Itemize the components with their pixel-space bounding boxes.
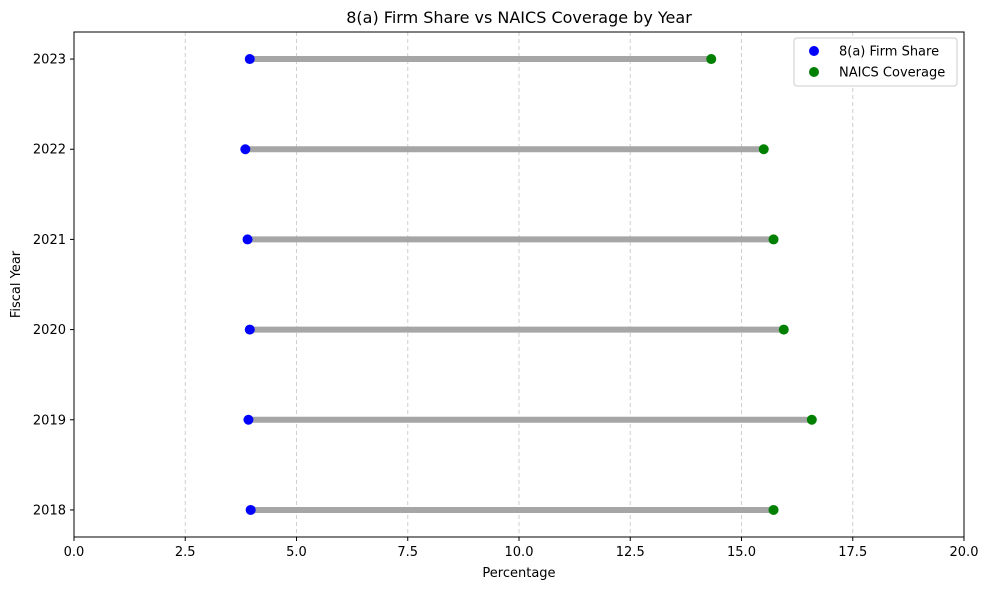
firm-share-point-2023 — [244, 54, 255, 65]
y-axis-title: Fiscal Year — [9, 250, 24, 318]
naics-coverage-point-2021 — [768, 234, 779, 245]
legend-marker — [809, 67, 819, 77]
y-axis: 2018 2019 2020 2021 2022 2023 — [33, 53, 74, 518]
naics-coverage-point-2022 — [758, 144, 769, 155]
chart-title: 8(a) Firm Share vs NAICS Coverage by Yea… — [346, 8, 692, 27]
firm-share-point-2020 — [244, 324, 255, 335]
x-gridlines — [184, 32, 854, 537]
legend-box — [793, 37, 958, 87]
x-tick-label: 20.0 — [950, 545, 979, 560]
y-tick-label: 2018 — [33, 503, 66, 518]
naics-coverage-point-2018 — [768, 504, 779, 515]
x-tick-label: 7.5 — [397, 545, 418, 560]
x-tick-label: 2.5 — [175, 545, 196, 560]
legend-marker — [809, 46, 819, 56]
y-tick-label: 2021 — [33, 233, 66, 248]
x-tick-label: 10.0 — [505, 545, 534, 560]
y-tick-label: 2022 — [33, 143, 66, 158]
legend-label: NAICS Coverage — [839, 66, 945, 81]
x-tick-label: 17.5 — [838, 545, 867, 560]
x-tick-label: 0.0 — [64, 545, 85, 560]
x-tick-label: 15.0 — [727, 545, 756, 560]
y-tick-label: 2020 — [33, 323, 66, 338]
firm-share-point-2018 — [245, 504, 256, 515]
x-axis-title: Percentage — [482, 566, 555, 581]
naics-coverage-point-2020 — [778, 324, 789, 335]
legend: 8(a) Firm Share NAICS Coverage — [793, 37, 958, 87]
firm-share-point-2019 — [243, 414, 254, 425]
data-points — [240, 54, 817, 515]
connector-lines — [245, 56, 812, 513]
naics-coverage-point-2019 — [806, 414, 817, 425]
x-tick-label: 12.5 — [616, 545, 645, 560]
firm-share-point-2022 — [240, 144, 251, 155]
y-tick-label: 2019 — [33, 413, 66, 428]
x-axis: 0.0 2.5 5.0 7.5 10.0 12.5 15.0 17.5 20.0 — [64, 537, 979, 560]
firm-share-point-2021 — [242, 234, 253, 245]
x-tick-label: 5.0 — [286, 545, 307, 560]
legend-label: 8(a) Firm Share — [839, 45, 939, 60]
y-tick-label: 2023 — [33, 53, 66, 68]
naics-coverage-point-2023 — [706, 54, 717, 65]
